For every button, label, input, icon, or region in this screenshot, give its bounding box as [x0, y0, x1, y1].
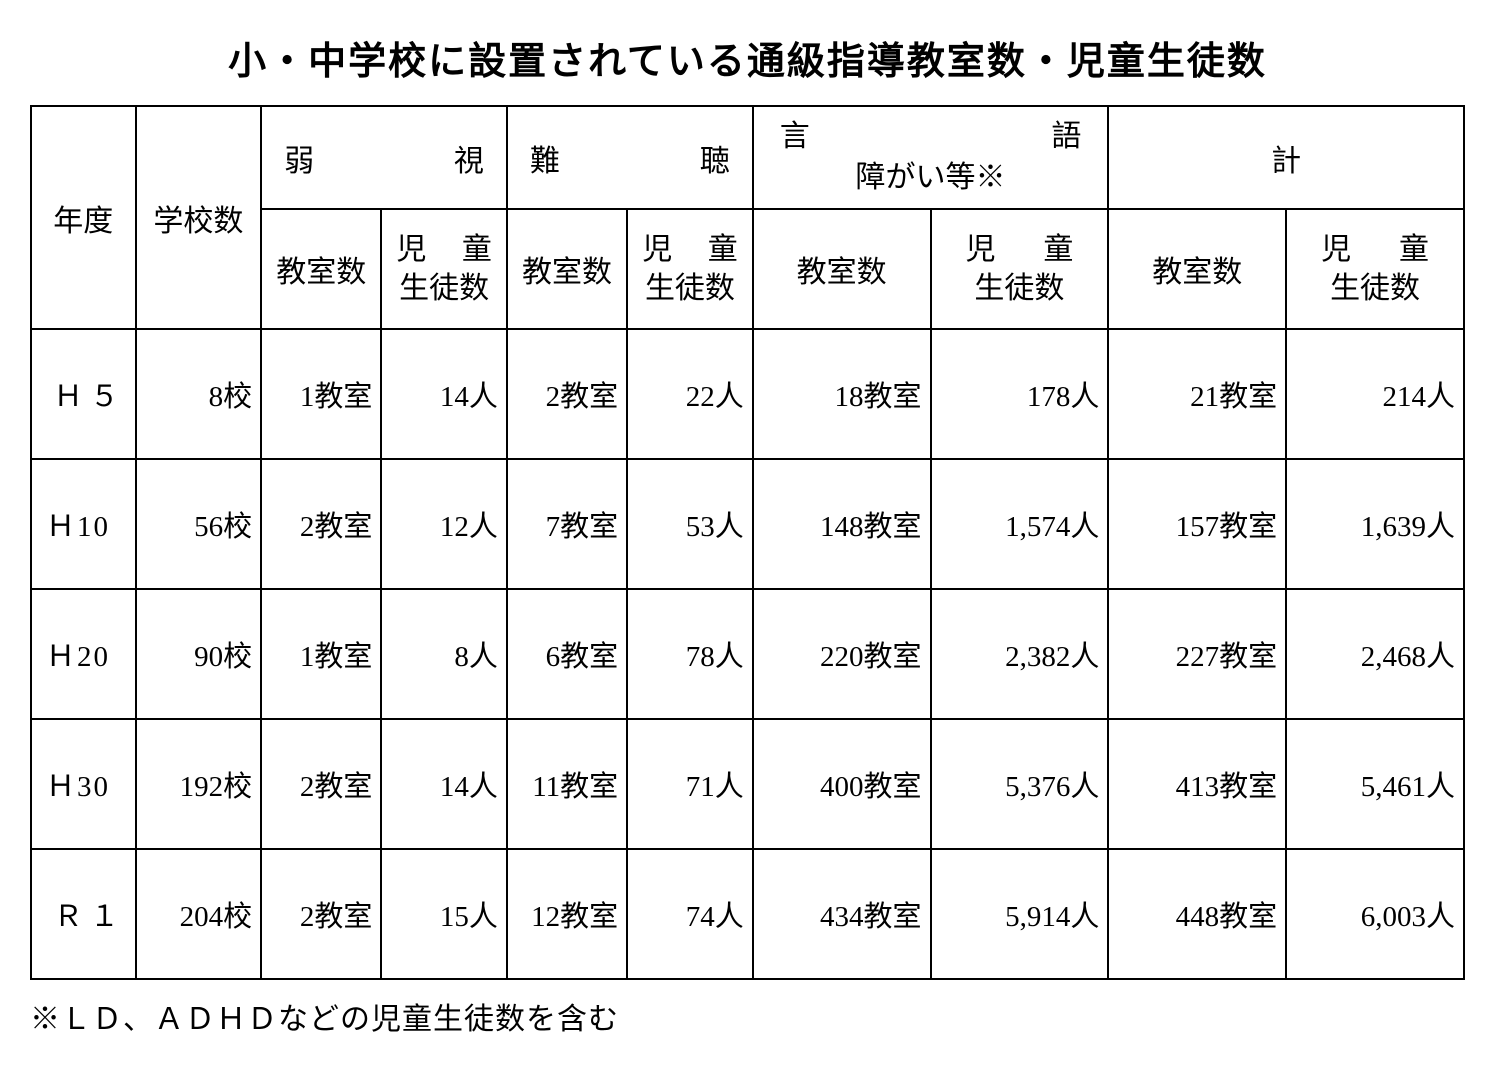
- table-title: 小・中学校に設置されている通級指導教室数・児童生徒数: [30, 30, 1465, 85]
- data-cell: 18教室: [753, 329, 931, 459]
- data-cell: 2教室: [507, 329, 627, 459]
- data-cell: 2教室: [261, 849, 381, 979]
- sub-c4-stu: 児 童 生徒数: [1286, 209, 1464, 329]
- stu-b: 童: [462, 230, 492, 269]
- table-row: Ｈ2090校1教室8人6教室78人220教室2,382人227教室2,468人: [31, 589, 1464, 719]
- g4: 計: [1271, 145, 1301, 178]
- g1-c1: 弱: [284, 136, 314, 180]
- year-cell: Ｈ10: [31, 459, 136, 589]
- data-cell: 78人: [627, 589, 753, 719]
- data-cell: 14人: [381, 719, 507, 849]
- data-cell: 1,574人: [931, 459, 1109, 589]
- data-cell: 6,003人: [1286, 849, 1464, 979]
- stu-b: 童: [708, 230, 738, 269]
- stu-l2: 生徒数: [1291, 269, 1459, 308]
- data-cell: 12教室: [507, 849, 627, 979]
- stu-l2: 生徒数: [386, 269, 502, 308]
- stu-b: 童: [1043, 230, 1073, 269]
- data-cell: 227教室: [1108, 589, 1286, 719]
- sub-c1-room: 教室数: [261, 209, 381, 329]
- data-cell: 53人: [627, 459, 753, 589]
- data-cell: 192校: [136, 719, 262, 849]
- data-cell: 2,468人: [1286, 589, 1464, 719]
- data-table: 年度 学校数 弱 視 難 聴 言: [30, 105, 1465, 980]
- sub-c1-stu: 児 童 生徒数: [381, 209, 507, 329]
- data-cell: 6教室: [507, 589, 627, 719]
- stu-a: 児: [396, 230, 426, 269]
- data-cell: 448教室: [1108, 849, 1286, 979]
- g3-l1-b: 語: [1051, 117, 1081, 158]
- header-year: 年度: [31, 106, 136, 329]
- stu-a: 児: [642, 230, 672, 269]
- data-cell: 5,376人: [931, 719, 1109, 849]
- data-cell: 5,914人: [931, 849, 1109, 979]
- year-cell: Ｈ ５: [31, 329, 136, 459]
- sub-c2-room: 教室数: [507, 209, 627, 329]
- data-cell: 1教室: [261, 329, 381, 459]
- data-cell: 157教室: [1108, 459, 1286, 589]
- year-cell: Ｈ30: [31, 719, 136, 849]
- sub-c3-stu: 児 童 生徒数: [931, 209, 1109, 329]
- g2-c2: 聴: [700, 136, 730, 180]
- data-cell: 220教室: [753, 589, 931, 719]
- stu-b: 童: [1399, 230, 1429, 269]
- header-group-jakushi: 弱 視: [261, 106, 507, 209]
- stu-l2: 生徒数: [632, 269, 748, 308]
- header-group-gengo: 言 語 障がい等※: [753, 106, 1109, 209]
- data-cell: 2,382人: [931, 589, 1109, 719]
- data-cell: 400教室: [753, 719, 931, 849]
- g1-c2: 視: [454, 136, 484, 180]
- data-cell: 2教室: [261, 459, 381, 589]
- sub-c3-room: 教室数: [753, 209, 931, 329]
- g2-c1: 難: [530, 136, 560, 180]
- g3-l1-a: 言: [780, 117, 810, 158]
- year-cell: Ｒ １: [31, 849, 136, 979]
- data-cell: 204校: [136, 849, 262, 979]
- table-row: Ｒ １204校2教室15人12教室74人434教室5,914人448教室6,00…: [31, 849, 1464, 979]
- data-cell: 56校: [136, 459, 262, 589]
- sub-c2-stu: 児 童 生徒数: [627, 209, 753, 329]
- data-cell: 214人: [1286, 329, 1464, 459]
- data-cell: 74人: [627, 849, 753, 979]
- data-cell: 1,639人: [1286, 459, 1464, 589]
- data-cell: 413教室: [1108, 719, 1286, 849]
- data-cell: 1教室: [261, 589, 381, 719]
- data-cell: 5,461人: [1286, 719, 1464, 849]
- data-cell: 434教室: [753, 849, 931, 979]
- year-cell: Ｈ20: [31, 589, 136, 719]
- g3-l2: 障がい等※: [856, 158, 1006, 199]
- data-cell: 90校: [136, 589, 262, 719]
- data-cell: 2教室: [261, 719, 381, 849]
- data-cell: 148教室: [753, 459, 931, 589]
- data-cell: 8校: [136, 329, 262, 459]
- data-cell: 7教室: [507, 459, 627, 589]
- data-cell: 12人: [381, 459, 507, 589]
- data-cell: 14人: [381, 329, 507, 459]
- footnote: ※ＬＤ、ＡＤＨＤなどの児童生徒数を含む: [30, 994, 1465, 1038]
- data-cell: 21教室: [1108, 329, 1286, 459]
- data-cell: 15人: [381, 849, 507, 979]
- table-row: Ｈ30192校2教室14人11教室71人400教室5,376人413教室5,46…: [31, 719, 1464, 849]
- header-schools: 学校数: [136, 106, 262, 329]
- header-group-nanchou: 難 聴: [507, 106, 753, 209]
- data-cell: 11教室: [507, 719, 627, 849]
- stu-l2: 生徒数: [936, 269, 1104, 308]
- header-group-total: 計: [1108, 106, 1464, 209]
- table-row: Ｈ1056校2教室12人7教室53人148教室1,574人157教室1,639人: [31, 459, 1464, 589]
- data-cell: 71人: [627, 719, 753, 849]
- data-cell: 178人: [931, 329, 1109, 459]
- table-row: Ｈ ５8校1教室14人2教室22人18教室178人21教室214人: [31, 329, 1464, 459]
- sub-c4-room: 教室数: [1108, 209, 1286, 329]
- data-cell: 8人: [381, 589, 507, 719]
- stu-a: 児: [1321, 230, 1351, 269]
- stu-a: 児: [966, 230, 996, 269]
- data-cell: 22人: [627, 329, 753, 459]
